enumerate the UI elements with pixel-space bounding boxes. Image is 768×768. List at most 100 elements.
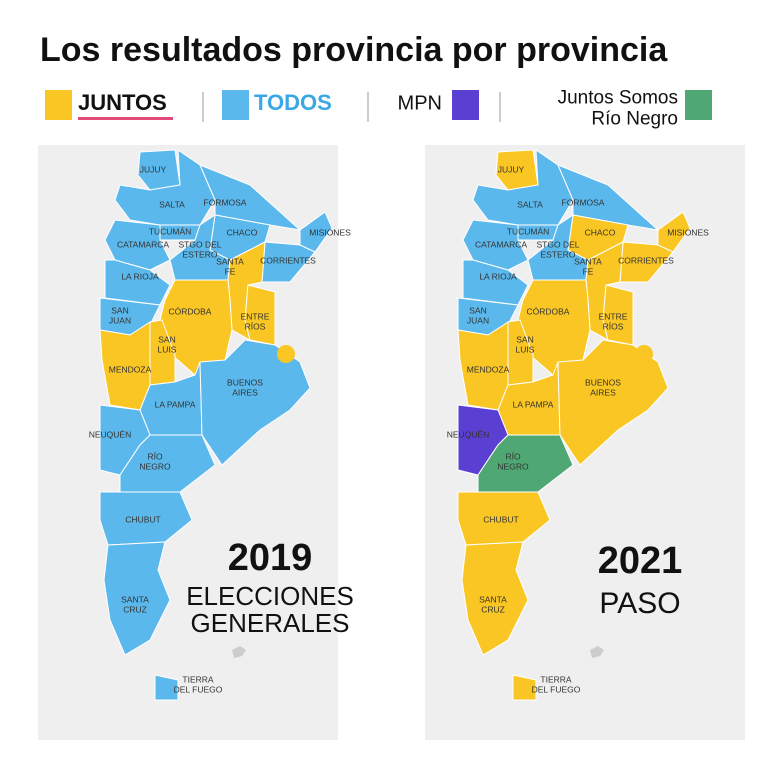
province-label: SAN: [158, 334, 175, 344]
legend-label: MPN: [398, 92, 442, 114]
province: [299, 211, 333, 253]
province-label: MISIONES: [667, 227, 709, 237]
province: [199, 339, 311, 466]
province-label: JUJUY: [140, 164, 167, 174]
province-label: RÍOS: [245, 321, 266, 331]
legend-label: Juntos Somos: [558, 88, 678, 109]
province-label: LUIS: [158, 344, 177, 354]
province-label: CATAMARCA: [475, 239, 527, 249]
province: [462, 219, 529, 271]
province: [657, 211, 691, 253]
islands: [590, 646, 604, 658]
province-label: CHUBUT: [483, 514, 518, 524]
province-label: AIRES: [590, 387, 616, 397]
province-label: SALTA: [517, 199, 543, 209]
legend-label: Río Negro: [591, 109, 678, 130]
province: [512, 674, 537, 701]
province-label: FE: [583, 266, 594, 276]
province-label: SALTA: [159, 199, 185, 209]
province-label: MISIONES: [309, 227, 351, 237]
province-label: CHUBUT: [125, 514, 160, 524]
province-label: STGO DEL: [179, 239, 222, 249]
legend-swatch: [452, 90, 479, 120]
province-label: ESTERO: [541, 249, 576, 259]
province: [557, 339, 669, 466]
province-label: ESTERO: [183, 249, 218, 259]
province-label: SANTA: [216, 256, 244, 266]
province-label: JUAN: [467, 315, 489, 325]
province-label: DEL FUEGO: [174, 684, 223, 694]
province-label: CRUZ: [123, 604, 147, 614]
province-label: RÍOS: [603, 321, 624, 331]
legend-swatch: [45, 90, 72, 120]
province-label: FE: [225, 266, 236, 276]
province-label: CATAMARCA: [117, 239, 169, 249]
province-label: FORMOSA: [204, 197, 247, 207]
legend-label: JUNTOS: [78, 90, 167, 115]
province-label: LA RIOJA: [479, 271, 517, 281]
province-label: TIERRA: [540, 674, 572, 684]
province-label: LA RIOJA: [121, 271, 159, 281]
province-label: MENDOZA: [467, 364, 510, 374]
province: [635, 345, 653, 363]
province-label: TUCUMÁN: [507, 226, 550, 236]
province-label: LA PAMPA: [155, 399, 196, 409]
province: [104, 259, 171, 306]
province: [461, 541, 529, 656]
province-label: CRUZ: [481, 604, 505, 614]
province-label: DEL FUEGO: [532, 684, 581, 694]
province-label: JUAN: [109, 315, 131, 325]
province-label: ENTRE: [599, 311, 628, 321]
map-subtitle: GENERALES: [191, 608, 350, 638]
province-label: LUIS: [516, 344, 535, 354]
province-label: ENTRE: [241, 311, 270, 321]
title: Los resultados provincia por provincia: [40, 31, 668, 69]
province-label: FORMOSA: [562, 197, 605, 207]
province-label: CHACO: [585, 227, 616, 237]
province-label: JUJUY: [498, 164, 525, 174]
map: [99, 149, 333, 701]
province: [462, 259, 529, 306]
islands: [232, 646, 246, 658]
province-label: TUCUMÁN: [149, 226, 192, 236]
map-subtitle: PASO: [599, 587, 680, 620]
province-label: CHACO: [227, 227, 258, 237]
province-label: NEGRO: [497, 461, 529, 471]
province-label: MENDOZA: [109, 364, 152, 374]
map-subtitle: ELECCIONES: [186, 581, 354, 611]
legend-swatch: [685, 90, 712, 120]
province-label: SAN: [516, 334, 533, 344]
province: [104, 219, 171, 271]
legend-label: TODOS: [254, 90, 332, 115]
province: [154, 674, 179, 701]
province-label: LA PAMPA: [513, 399, 554, 409]
province-label: SAN: [111, 305, 128, 315]
legend-swatch: [222, 90, 249, 120]
province-label: NEGRO: [139, 461, 171, 471]
province-label: CÓRDOBA: [169, 306, 212, 316]
province-label: BUENOS: [585, 377, 621, 387]
province-label: STGO DEL: [537, 239, 580, 249]
year: 2019: [228, 537, 313, 579]
province: [277, 345, 295, 363]
year: 2021: [598, 540, 683, 582]
province-label: AIRES: [232, 387, 258, 397]
province-label: SAN: [469, 305, 486, 315]
province-label: CORRIENTES: [618, 255, 674, 265]
province-label: RÍO: [147, 451, 163, 461]
province-label: RÍO: [505, 451, 521, 461]
province: [103, 541, 171, 656]
province-label: BUENOS: [227, 377, 263, 387]
province-label: TIERRA: [182, 674, 214, 684]
province-label: SANTA: [479, 594, 507, 604]
province-label: CORRIENTES: [260, 255, 316, 265]
logo-underline: [78, 117, 173, 120]
province-label: SANTA: [121, 594, 149, 604]
province-label: NEUQUÉN: [89, 429, 132, 439]
province-label: SANTA: [574, 256, 602, 266]
province-label: NEUQUÉN: [447, 429, 490, 439]
map: [457, 149, 691, 701]
province-label: CÓRDOBA: [527, 306, 570, 316]
